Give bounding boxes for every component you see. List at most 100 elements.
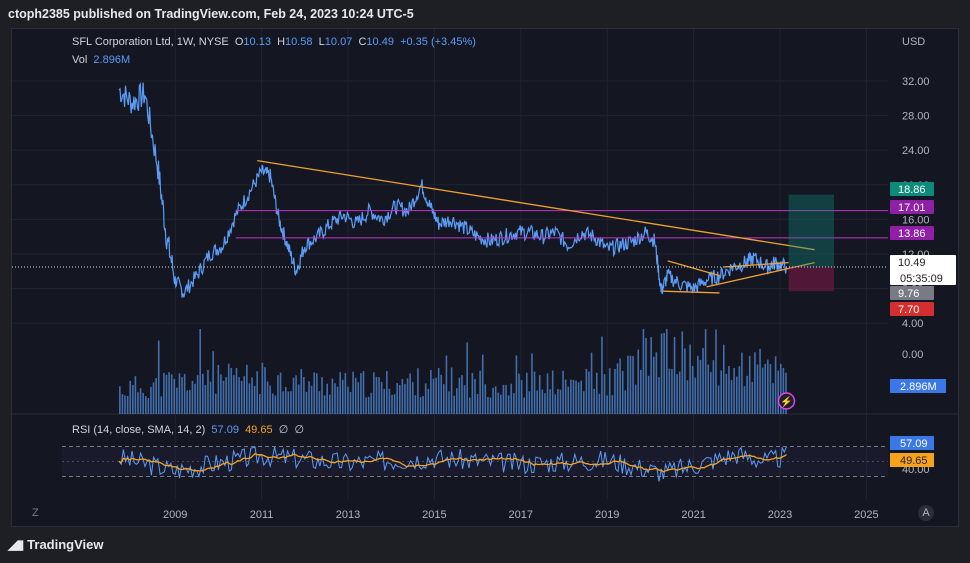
auto-scale-button[interactable]: A xyxy=(918,505,934,521)
volume-bar xyxy=(398,384,401,414)
volume-bar xyxy=(191,380,194,414)
volume-bar xyxy=(170,374,173,414)
volume-bar xyxy=(769,364,772,414)
volume-bar xyxy=(126,395,129,414)
legend-rsi-extra-1: ∅ xyxy=(278,424,289,436)
volume-bar xyxy=(632,356,634,414)
lightning-glyph: ⚡ xyxy=(780,395,792,408)
volume-bar xyxy=(297,384,300,414)
volume-bar xyxy=(440,374,443,414)
legend-high-value: 10.58 xyxy=(285,36,313,48)
publisher-caption: ctoph2385 published on TradingView.com, … xyxy=(8,7,414,21)
volume-bar xyxy=(567,386,570,414)
volume-bar xyxy=(233,375,235,414)
rsi-tag-label: 57.09 xyxy=(900,438,928,450)
top-bar: ctoph2385 published on TradingView.com, … xyxy=(0,0,970,28)
volume-bar xyxy=(717,385,720,414)
volume-bar xyxy=(308,381,310,414)
volume-bar xyxy=(349,392,352,414)
volume-bar xyxy=(531,353,533,414)
volume-bar xyxy=(176,387,178,414)
volume-bar xyxy=(155,377,157,414)
volume-bar xyxy=(347,386,349,414)
volume-bar xyxy=(572,379,575,414)
volume-bar xyxy=(500,394,502,414)
volume-bar xyxy=(357,382,360,414)
legend-open-value: 10.13 xyxy=(243,36,271,48)
volume-bar xyxy=(391,394,393,414)
price-series-line xyxy=(118,82,788,298)
volume-bar xyxy=(577,382,580,414)
volume-bar xyxy=(507,395,510,414)
chart-panel[interactable]: ⚡32.0028.0024.0020.0016.0012.008.004.000… xyxy=(11,28,959,527)
volume-bar xyxy=(489,397,492,414)
volume-bar xyxy=(583,391,585,414)
volume-bar xyxy=(424,383,427,414)
volume-bar xyxy=(157,340,160,414)
volume-bar xyxy=(616,363,619,414)
volume-bar xyxy=(523,397,525,414)
volume-bar xyxy=(396,383,398,414)
volume-bar xyxy=(497,392,500,414)
legend-rsi-sma-value: 49.65 xyxy=(245,424,273,436)
volume-bar xyxy=(595,372,598,414)
volume-bar xyxy=(251,377,253,414)
chart-canvas[interactable]: ⚡32.0028.0024.0020.0016.0012.008.004.000… xyxy=(12,29,958,526)
wedge-lower-line xyxy=(663,290,720,294)
volume-bar xyxy=(492,387,494,414)
volume-bar xyxy=(645,337,647,414)
volume-bar xyxy=(326,383,328,414)
price-tag-box xyxy=(890,286,934,300)
volume-bar xyxy=(694,377,697,414)
volume-bar xyxy=(414,395,417,414)
volume-bar xyxy=(754,352,756,414)
volume-bar xyxy=(411,382,414,414)
volume-bar xyxy=(318,391,321,414)
volume-bar xyxy=(544,393,546,414)
volume-bar xyxy=(468,397,471,414)
volume-bar xyxy=(292,377,295,414)
volume-bar xyxy=(443,384,445,414)
price-tag-label: 7.70 xyxy=(898,304,919,316)
volume-bar xyxy=(494,386,497,414)
volume-bar xyxy=(528,391,531,414)
volume-bar xyxy=(476,393,479,414)
volume-bar xyxy=(310,385,313,414)
volume-bar xyxy=(214,393,217,414)
news-lightning-icon xyxy=(777,392,796,410)
volume-bar xyxy=(722,344,725,414)
volume-bar xyxy=(132,384,134,414)
volume-bar xyxy=(450,367,453,414)
volume-bar xyxy=(746,375,748,414)
volume-bar xyxy=(474,379,476,414)
volume-bar xyxy=(339,372,341,414)
channel-top-line xyxy=(723,262,789,268)
volume-bar xyxy=(782,367,785,414)
volume-bar xyxy=(334,383,336,414)
rsi-sma-line xyxy=(118,452,787,473)
target-zone xyxy=(788,194,834,268)
volume-bar xyxy=(513,393,515,414)
volume-bar xyxy=(559,389,562,414)
volume-bar xyxy=(427,389,430,414)
zoom-corner-icon[interactable]: Z xyxy=(32,507,39,519)
wedge-upper-line xyxy=(667,260,720,277)
volume-bar xyxy=(199,329,201,414)
volume-bar xyxy=(295,375,297,414)
volume-bar xyxy=(590,352,593,414)
volume-bar xyxy=(264,367,266,414)
volume-bar xyxy=(448,391,450,414)
price-tag-box xyxy=(890,255,956,285)
volume-bar xyxy=(541,389,544,414)
volume-bar xyxy=(209,381,212,414)
volume-bar xyxy=(165,374,168,414)
volume-bar xyxy=(406,378,409,414)
volume-bar xyxy=(173,378,176,414)
volume-bar xyxy=(388,388,391,414)
volume-bar xyxy=(419,397,422,414)
volume-bar xyxy=(629,355,632,414)
rising-trendline xyxy=(706,262,815,288)
rsi-sma-tag-label: 49.65 xyxy=(900,455,928,467)
volume-bar xyxy=(336,386,339,414)
volume-bar xyxy=(603,374,606,414)
